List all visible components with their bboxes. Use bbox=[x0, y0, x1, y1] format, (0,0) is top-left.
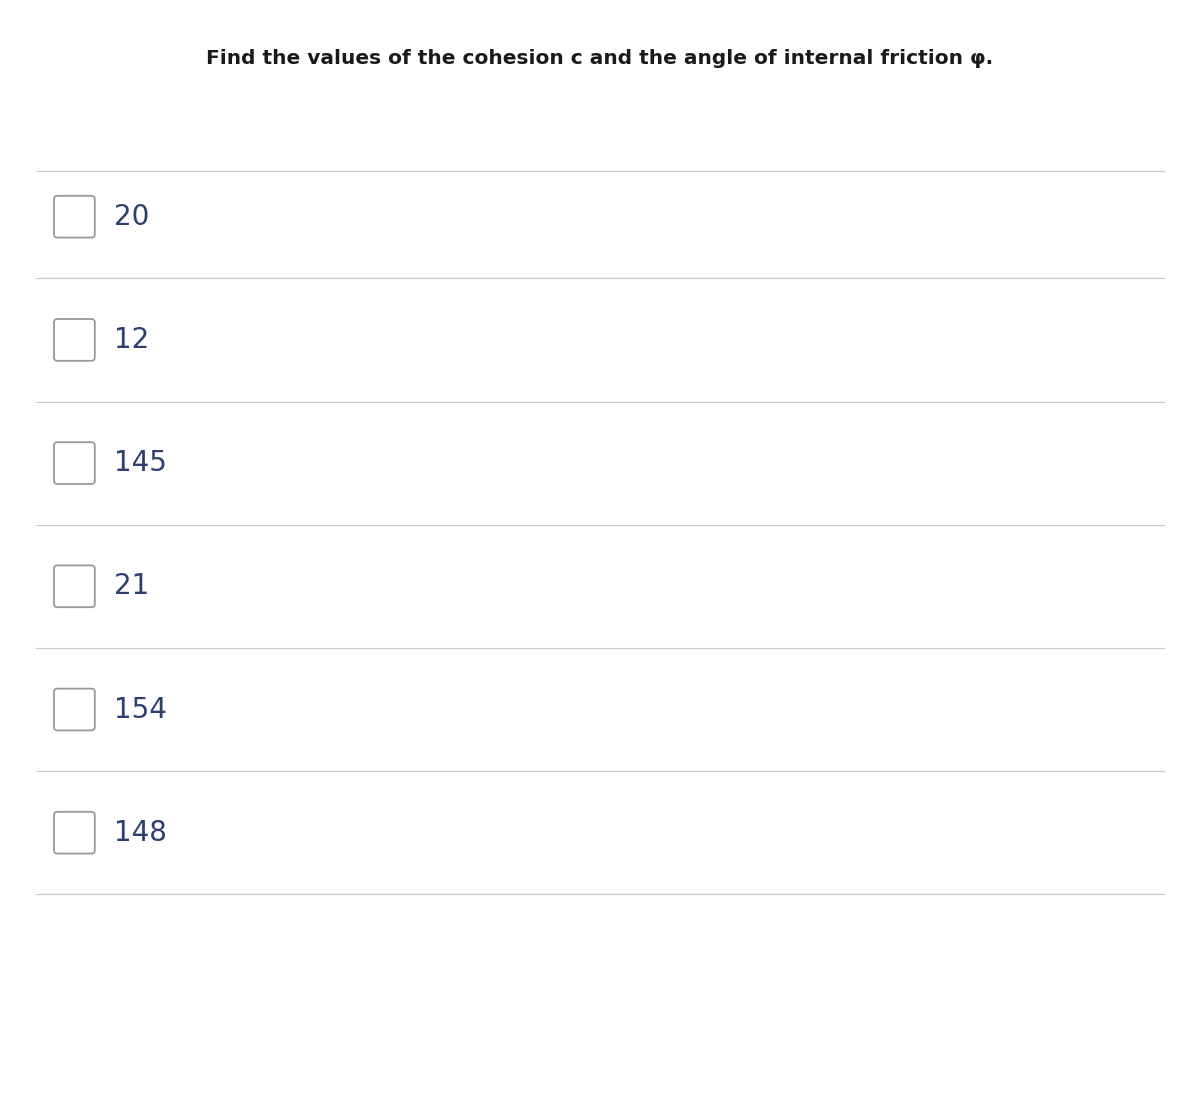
Text: 12: 12 bbox=[114, 326, 149, 354]
FancyBboxPatch shape bbox=[54, 812, 95, 854]
Text: 154: 154 bbox=[114, 695, 167, 724]
FancyBboxPatch shape bbox=[54, 565, 95, 607]
FancyBboxPatch shape bbox=[54, 689, 95, 730]
FancyBboxPatch shape bbox=[54, 442, 95, 484]
Text: 145: 145 bbox=[114, 449, 167, 477]
Text: 20: 20 bbox=[114, 202, 149, 231]
FancyBboxPatch shape bbox=[54, 196, 95, 238]
Text: Find the values of the cohesion c and the angle of internal friction φ.: Find the values of the cohesion c and th… bbox=[206, 50, 994, 68]
Text: 21: 21 bbox=[114, 572, 149, 601]
FancyBboxPatch shape bbox=[54, 319, 95, 361]
Text: 148: 148 bbox=[114, 818, 167, 847]
